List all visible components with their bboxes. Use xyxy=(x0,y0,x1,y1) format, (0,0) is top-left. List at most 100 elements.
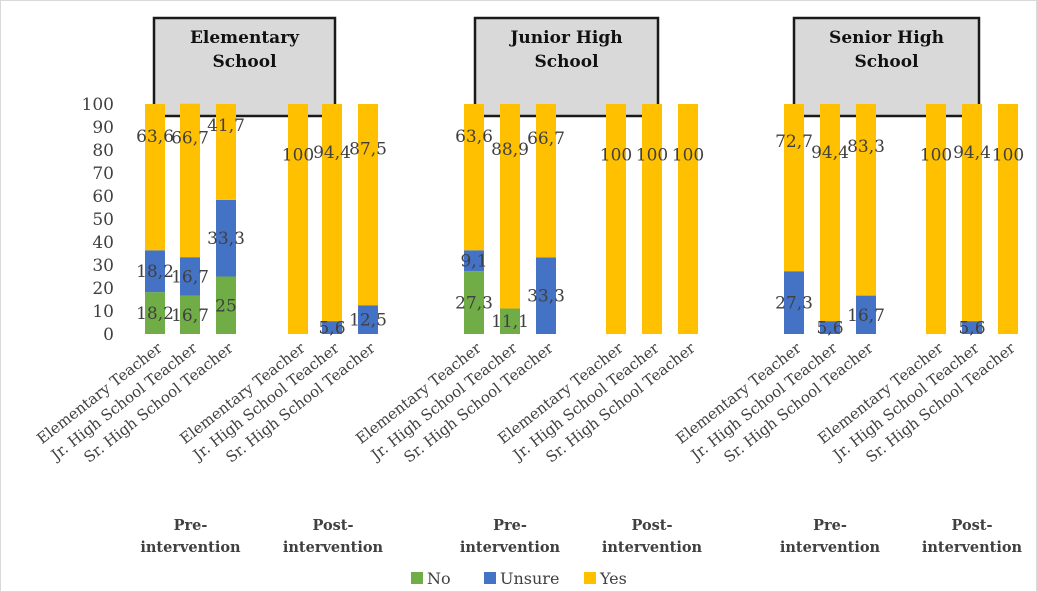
legend-item: No xyxy=(411,569,451,588)
y-tick-label: 90 xyxy=(92,118,114,138)
legend-swatch xyxy=(411,572,423,584)
data-label: 41,7 xyxy=(207,116,245,136)
bar-segment-no xyxy=(145,292,165,334)
y-tick-label: 50 xyxy=(92,210,114,230)
legend-label: No xyxy=(427,569,451,588)
group-label: Post- xyxy=(951,517,992,534)
data-label: 16,7 xyxy=(847,306,885,326)
data-label: 88,9 xyxy=(491,140,529,160)
bar-segment-unsure xyxy=(784,271,804,334)
bar-segment-unsure xyxy=(820,321,840,334)
group-label: Pre- xyxy=(174,517,208,534)
bar-segment-yes xyxy=(856,104,876,296)
data-label: 94,4 xyxy=(313,143,351,163)
bar-segment-yes xyxy=(536,104,556,258)
bar-segment-unsure xyxy=(464,250,484,272)
bar-segment-yes xyxy=(820,104,840,322)
data-label: 83,3 xyxy=(847,137,885,157)
y-tick-label: 40 xyxy=(92,233,114,253)
bar-segment-unsure xyxy=(145,250,165,293)
bar-segment-yes xyxy=(642,104,662,334)
data-label: 100 xyxy=(992,146,1024,166)
panel-title: School xyxy=(854,52,919,72)
bar-segment-yes xyxy=(322,104,342,322)
bar-segment-unsure xyxy=(358,305,378,334)
data-label: 27,3 xyxy=(775,294,813,314)
y-tick-label: 100 xyxy=(82,95,114,115)
bar-segment-yes xyxy=(678,104,698,334)
legend-swatch xyxy=(484,572,496,584)
y-tick-label: 20 xyxy=(92,279,114,299)
data-label: 18,2 xyxy=(136,262,174,282)
data-label: 63,6 xyxy=(455,127,493,147)
bar-segment-unsure xyxy=(856,295,876,334)
data-label: 16,7 xyxy=(171,306,209,326)
legend-label: Unsure xyxy=(500,569,559,588)
y-tick-label: 70 xyxy=(92,164,114,184)
bar-segment-unsure xyxy=(216,199,236,277)
bar-segment-no xyxy=(216,276,236,334)
data-label: 9,1 xyxy=(460,252,487,272)
data-label: 18,2 xyxy=(136,304,174,324)
data-label: 100 xyxy=(920,146,952,166)
data-label: 87,5 xyxy=(349,139,387,159)
group-label: intervention xyxy=(460,539,561,556)
category-label: Jr. High School Teacher xyxy=(366,338,521,465)
legend-label: Yes xyxy=(599,569,627,588)
category-label: Jr. High School Teacher xyxy=(686,338,841,465)
data-label: 66,7 xyxy=(527,129,565,149)
y-tick-label: 10 xyxy=(92,302,114,322)
bar-segment-yes xyxy=(145,104,165,251)
group-label: Post- xyxy=(631,517,672,534)
legend-item: Yes xyxy=(584,569,627,588)
bar-segment-yes xyxy=(962,104,982,322)
data-label: 100 xyxy=(282,146,314,166)
panel-title: Junior High xyxy=(508,28,622,48)
panel-title: Senior High xyxy=(829,28,944,48)
data-label: 66,7 xyxy=(171,129,209,149)
bar-segment-yes xyxy=(180,103,200,258)
group-label: intervention xyxy=(602,539,703,556)
data-label: 94,4 xyxy=(953,143,991,163)
bar-segment-yes xyxy=(926,104,946,334)
data-label: 72,7 xyxy=(775,132,813,152)
y-tick-label: 60 xyxy=(92,187,114,207)
panel-title: School xyxy=(212,52,277,72)
data-label: 12,5 xyxy=(349,311,387,331)
bar-segment-unsure xyxy=(180,257,200,296)
bar-segment-no xyxy=(464,271,484,334)
legend: No Unsure Yes xyxy=(411,569,627,588)
bar-segment-unsure xyxy=(536,257,556,334)
bar-segment-no xyxy=(500,308,520,334)
legend-item: Unsure xyxy=(484,569,559,588)
data-label: 5,6 xyxy=(318,319,345,339)
bar-segment-yes xyxy=(500,104,520,309)
group-label: intervention xyxy=(922,539,1023,556)
bar-segment-yes xyxy=(784,104,804,272)
data-label: 94,4 xyxy=(811,143,849,163)
group-label: intervention xyxy=(283,539,384,556)
y-tick-label: 30 xyxy=(92,256,114,276)
bar-segment-yes xyxy=(358,104,378,306)
bar-segment-yes xyxy=(288,104,308,334)
category-label: Jr. High School Teacher xyxy=(46,338,201,465)
legend-swatch xyxy=(584,572,596,584)
data-label: 16,7 xyxy=(171,267,209,287)
group-label: Pre- xyxy=(493,517,527,534)
data-label: 63,6 xyxy=(136,127,174,147)
data-label: 11,1 xyxy=(491,312,529,332)
panel-title: Elementary xyxy=(190,28,300,48)
panel-title-box xyxy=(473,16,660,118)
bar-segment-unsure xyxy=(322,321,342,334)
bar-segment-yes xyxy=(998,104,1018,334)
group-label: intervention xyxy=(780,539,881,556)
bar-segment-unsure xyxy=(962,321,982,334)
data-label: 100 xyxy=(600,146,632,166)
data-label: 5,6 xyxy=(816,319,843,339)
bar-segment-yes xyxy=(606,104,626,334)
data-label: 100 xyxy=(672,146,704,166)
